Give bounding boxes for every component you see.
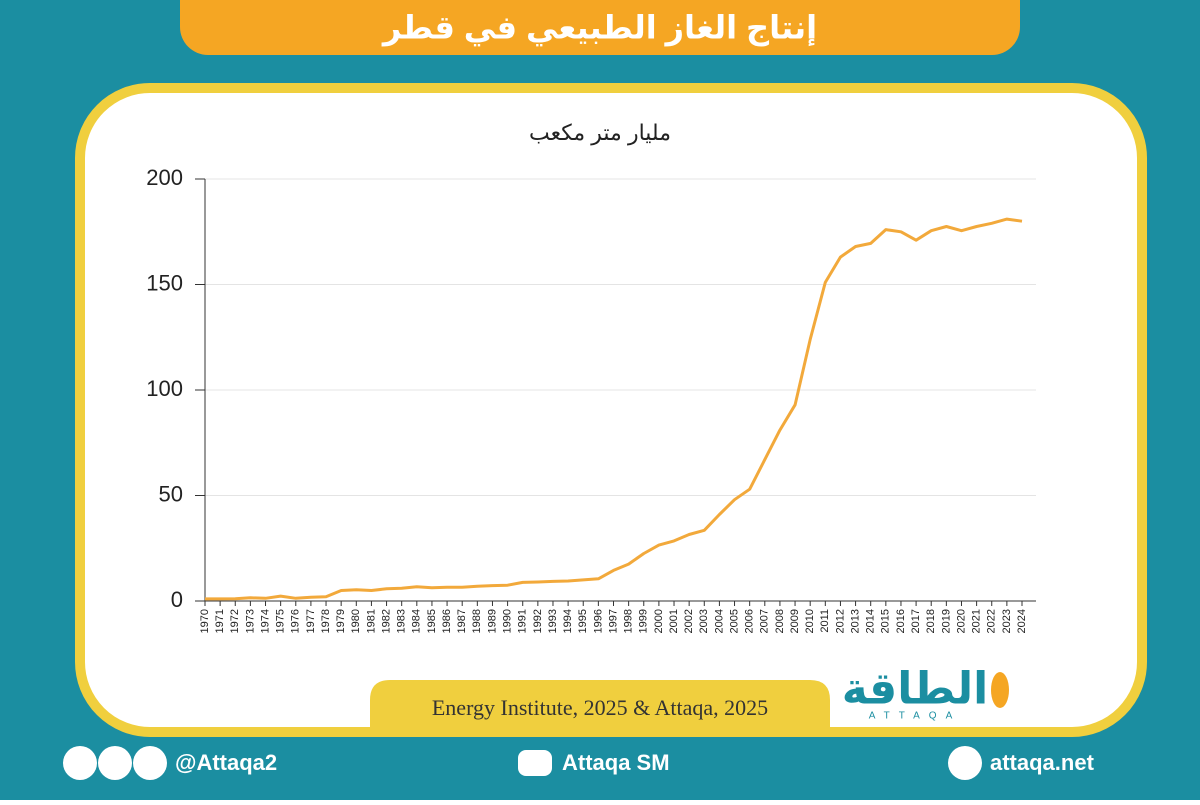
x-tick-label: 2011: [819, 609, 831, 633]
x-tick-label: 1991: [517, 609, 529, 633]
x-tick-label: 1992: [532, 609, 544, 633]
logo-arabic: الطاقة: [842, 665, 988, 714]
y-axis-title: مليار متر مكعب: [529, 120, 671, 145]
x-tick-label: 2003: [698, 609, 710, 633]
source-pill: [370, 680, 830, 737]
x-tick-label: 1973: [244, 609, 256, 633]
x-tick-label: 1990: [501, 609, 513, 633]
card: [75, 83, 1147, 737]
logo-drop: [991, 672, 1009, 708]
x-tick-label: 2009: [789, 609, 801, 633]
x-tick-label: 1987: [456, 609, 468, 633]
instagram-icon[interactable]: [98, 746, 132, 780]
x-tick-label: 1970: [199, 609, 211, 633]
x-tick-label: 2008: [774, 609, 786, 633]
y-tick-label: 200: [146, 165, 183, 190]
x-tick-label: 1995: [577, 609, 589, 633]
x-tick-label: 1984: [411, 609, 423, 633]
x-tick-label: 2005: [728, 609, 740, 633]
x-tick-label: 2001: [668, 609, 680, 633]
x-tick-label: 1985: [426, 609, 438, 633]
x-tick-label: 1996: [592, 609, 604, 633]
x-tick-label: 2004: [713, 609, 725, 633]
x-tick-label: 1977: [305, 609, 317, 633]
x-tick-label: 1998: [623, 609, 635, 633]
x-tick-label: 1981: [365, 609, 377, 633]
x-tick-label: 1976: [290, 609, 302, 633]
x-tick-label: 1971: [214, 609, 226, 633]
x-tick-label: 2020: [955, 609, 967, 633]
x-tick-label: 2016: [895, 609, 907, 633]
x-tick-label: 2007: [759, 609, 771, 633]
x-tick-label: 2002: [683, 609, 695, 633]
x-tick-label: 1983: [396, 609, 408, 633]
logo-latin: ATTAQA: [869, 711, 962, 722]
x-tick-label: 2018: [925, 609, 937, 633]
title-banner: [180, 0, 1020, 55]
x-tick-label: 2015: [880, 609, 892, 633]
x-tick-label: 1986: [441, 609, 453, 633]
x-tick-label: 2014: [865, 609, 877, 633]
x-tick-label: 1972: [229, 609, 241, 633]
facebook-icon[interactable]: [133, 746, 167, 780]
x-icon[interactable]: [63, 746, 97, 780]
x-tick-label: 1989: [486, 609, 498, 633]
title: إنتاج الغاز الطبيعي في قطر: [381, 9, 817, 47]
x-tick-label: 1997: [607, 609, 619, 633]
x-tick-label: 1979: [335, 609, 347, 633]
plot: 0 50 100 150 200 1970 1971 1972 1973 1974 1975 1976…: [146, 165, 1036, 633]
x-tick-label: 1978: [320, 609, 332, 633]
x-tick-label: 2017: [910, 609, 922, 633]
x-tick-label: 2024: [1016, 609, 1028, 633]
x-tick-label: 1980: [350, 609, 362, 633]
x-tick-label: 1975: [275, 609, 287, 633]
x-tick-label: 1994: [562, 609, 574, 633]
x-tick-label: 2012: [834, 609, 846, 633]
x-tick-label: 2006: [744, 609, 756, 633]
website[interactable]: attaqa.net: [990, 750, 1095, 775]
x-tick-label: 2023: [1001, 609, 1013, 633]
youtube-icon[interactable]: [518, 750, 552, 776]
y-tick-label: 100: [146, 376, 183, 401]
x-tick-label: 2021: [971, 609, 983, 633]
x-tick-label: 1988: [471, 609, 483, 633]
web-icon[interactable]: [948, 746, 982, 780]
source: Energy Institute, 2025 & Attaqa, 2025: [432, 695, 768, 720]
handle: @Attaqa2: [175, 750, 277, 775]
x-tick-label: 2019: [940, 609, 952, 633]
line: [205, 217, 1023, 601]
x-tick-label: 2022: [986, 609, 998, 633]
y-tick-label: 150: [146, 270, 183, 295]
youtube: Attaqa SM: [562, 750, 670, 775]
y-tick-label: 50: [159, 481, 183, 506]
y-tick-label: 0: [171, 587, 183, 612]
x-tick-label: 1974: [259, 609, 271, 633]
x-tick-label: 2013: [849, 609, 861, 633]
x-tick-label: 2010: [804, 609, 816, 633]
x-tick-label: 1993: [547, 609, 559, 633]
x-tick-label: 1999: [638, 609, 650, 633]
x-tick-label: 1982: [380, 609, 392, 633]
x-tick-label: 2000: [653, 609, 665, 633]
